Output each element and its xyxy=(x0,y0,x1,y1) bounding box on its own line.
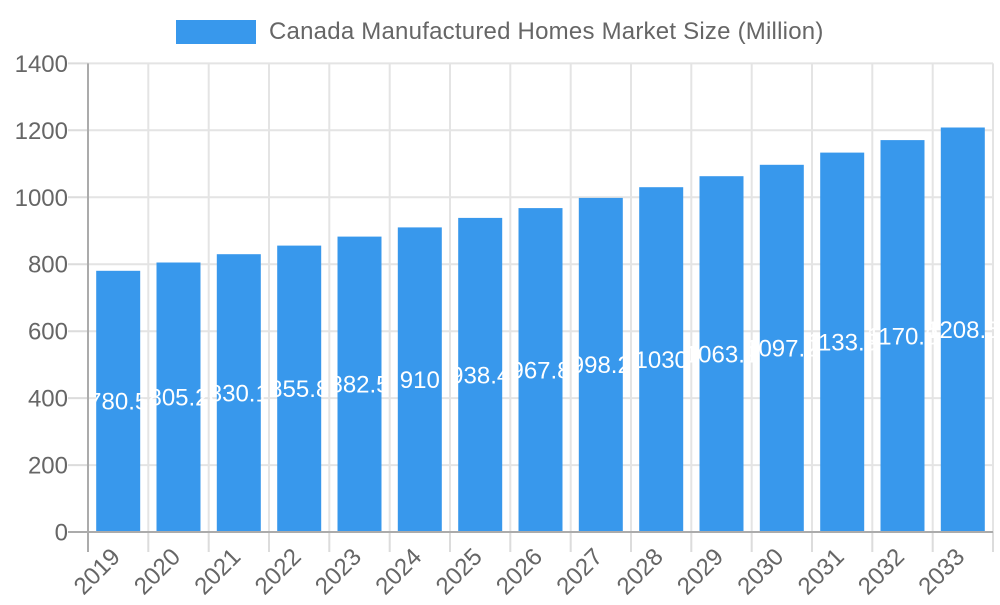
svg-text:1133.5: 1133.5 xyxy=(806,330,878,357)
svg-text:1097.2: 1097.2 xyxy=(745,336,818,363)
svg-text:805.2: 805.2 xyxy=(148,385,208,412)
svg-text:1400: 1400 xyxy=(15,51,68,78)
svg-text:998.2: 998.2 xyxy=(571,352,631,379)
svg-text:938.4: 938.4 xyxy=(450,362,510,389)
svg-text:200: 200 xyxy=(28,453,68,480)
svg-text:1063.1: 1063.1 xyxy=(685,341,758,368)
svg-text:910: 910 xyxy=(400,367,440,394)
svg-text:400: 400 xyxy=(28,386,68,413)
svg-text:600: 600 xyxy=(28,319,68,346)
svg-text:1030: 1030 xyxy=(635,347,688,374)
svg-text:1170.8: 1170.8 xyxy=(867,323,939,350)
svg-text:882.5: 882.5 xyxy=(329,372,389,399)
svg-text:1208.5: 1208.5 xyxy=(926,317,999,344)
svg-text:800: 800 xyxy=(28,252,68,279)
svg-text:780.5: 780.5 xyxy=(88,389,148,416)
svg-text:1200: 1200 xyxy=(15,118,68,145)
svg-text:855.8: 855.8 xyxy=(269,376,329,403)
svg-text:Canada Manufactured Homes Mark: Canada Manufactured Homes Market Size (M… xyxy=(269,18,824,45)
svg-text:0: 0 xyxy=(55,520,68,547)
svg-text:1000: 1000 xyxy=(15,185,68,212)
svg-text:967.8: 967.8 xyxy=(510,357,570,384)
svg-text:830.1: 830.1 xyxy=(209,380,269,407)
